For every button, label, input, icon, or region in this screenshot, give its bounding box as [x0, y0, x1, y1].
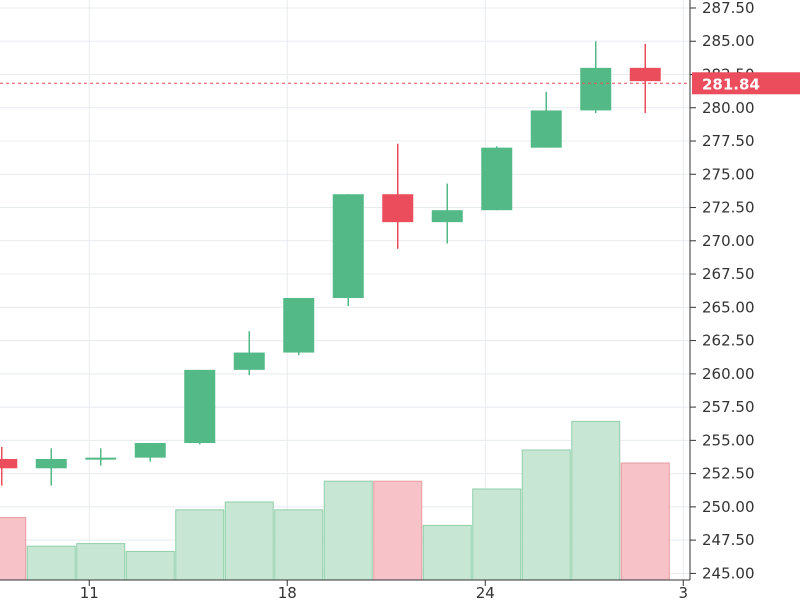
candles: [0, 41, 661, 486]
volume-bar: [323, 480, 373, 581]
candle: [431, 183, 463, 244]
candle: [580, 41, 612, 114]
candle: [629, 43, 661, 114]
volume-bar: [521, 449, 571, 581]
horizontal-gridlines: [0, 7, 690, 574]
vertical-gridlines: [88, 0, 684, 580]
price-tick-label: 255.00: [702, 431, 755, 449]
price-tick-label: 245.00: [702, 564, 755, 582]
candle: [35, 448, 67, 486]
volume-bar: [76, 543, 126, 581]
price-tick-label: 275.00: [702, 165, 755, 183]
candle: [382, 143, 414, 249]
volume-bar: [373, 480, 423, 581]
candle-body: [134, 443, 166, 458]
candle-body: [481, 147, 513, 211]
candle-body: [35, 458, 67, 469]
volume-bar: [620, 462, 670, 581]
volume-bar: [175, 509, 225, 581]
candle-body: [283, 298, 315, 353]
candle-body: [184, 369, 216, 444]
price-tick-label: 287.50: [702, 0, 755, 17]
candle-body: [85, 457, 117, 460]
candle-body: [629, 67, 661, 82]
candle-body: [580, 67, 612, 111]
volume-bars: [0, 420, 670, 581]
volume-bar: [125, 550, 175, 581]
price-axis-ticks: 245.00 247.50 250.00 252.50 255.00 257.50 260.…: [690, 0, 755, 582]
last-price-label: 281.84: [702, 75, 760, 93]
volume-bar: [472, 488, 522, 581]
price-tick-label: 252.50: [702, 465, 755, 483]
time-tick-label: 11: [80, 584, 99, 600]
price-tick-label: 262.50: [702, 332, 755, 350]
last-price-tag-background: [692, 72, 800, 95]
price-axis-background: [690, 0, 800, 600]
candle: [85, 448, 117, 466]
candle-body: [332, 194, 364, 299]
volume-bar: [571, 420, 621, 581]
volume-bar: [224, 501, 274, 581]
candle: [184, 369, 216, 445]
price-tick-label: 257.50: [702, 398, 755, 416]
price-tick-label: 250.00: [702, 498, 755, 516]
price-tick-label: 247.50: [702, 531, 755, 549]
candle-body: [0, 458, 18, 469]
price-tick-label: 272.50: [702, 199, 755, 217]
candle: [530, 91, 562, 148]
candle: [0, 447, 18, 486]
price-tick-label: 265.00: [702, 298, 755, 316]
candle: [481, 146, 513, 211]
candle-body: [530, 110, 562, 148]
price-tick-label: 285.00: [702, 32, 755, 50]
candle: [283, 298, 315, 356]
volume-bar: [26, 545, 76, 581]
time-tick-label: 3: [678, 584, 688, 600]
price-tick-label: 270.00: [702, 232, 755, 250]
last-price-tag: 281.84: [692, 72, 800, 95]
price-tick-label: 267.50: [702, 265, 755, 283]
volume-bar: [0, 517, 27, 581]
time-axis-ticks: 11 18 24 3: [80, 580, 688, 600]
candle-body: [233, 352, 265, 370]
price-tick-label: 260.00: [702, 365, 755, 383]
volume-bar: [274, 509, 324, 581]
price-tick-label: 280.00: [702, 99, 755, 117]
time-tick-label: 24: [476, 584, 495, 600]
candle: [233, 331, 265, 376]
candle: [332, 194, 364, 306]
candle: [134, 443, 166, 462]
time-tick-label: 18: [278, 584, 297, 600]
volume-bar: [422, 524, 472, 581]
price-tick-label: 277.50: [702, 132, 755, 150]
candle-body: [382, 194, 414, 223]
candle-body: [431, 210, 463, 223]
